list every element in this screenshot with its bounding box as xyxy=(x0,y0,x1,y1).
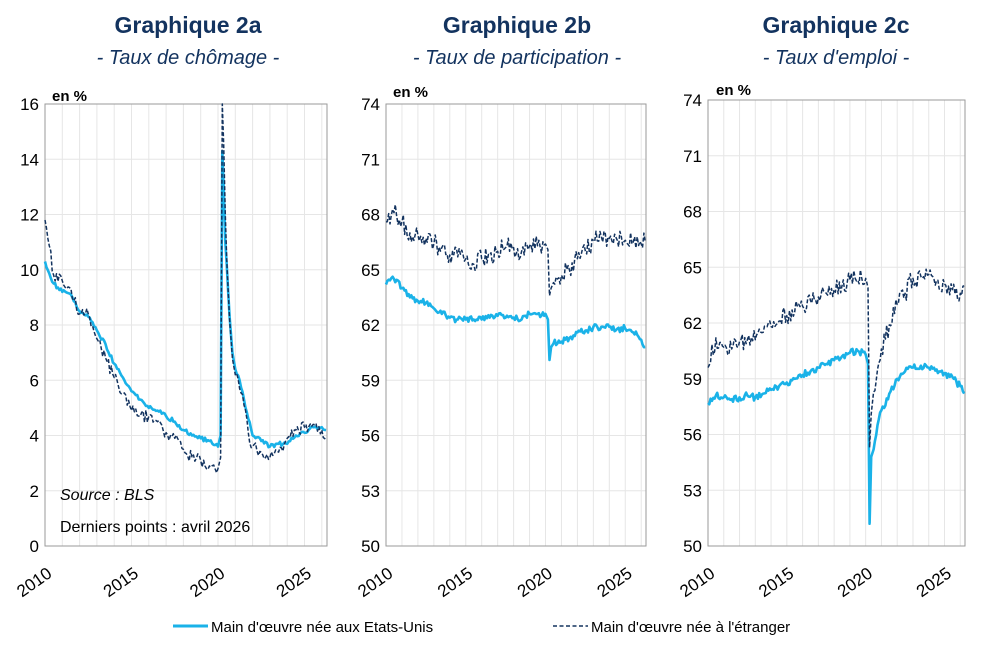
chart-title: Graphique 2b xyxy=(443,12,591,38)
x-tick-label: 2025 xyxy=(913,564,955,601)
y-tick-label: 50 xyxy=(683,537,702,556)
y-tick-label: 74 xyxy=(683,91,702,110)
y-tick-label: 71 xyxy=(361,150,380,169)
legend-label-foreign-born: Main d'œuvre née à l'étranger xyxy=(591,619,790,636)
y-tick-label: 10 xyxy=(20,261,39,280)
source-annotation: Source : BLS xyxy=(60,487,155,504)
y-tick-label: 56 xyxy=(683,426,702,445)
chart-subtitle: - Taux de chômage - xyxy=(97,47,280,69)
plot-frame xyxy=(385,103,647,547)
y-tick-label: 59 xyxy=(361,371,380,390)
x-tick-label: 2020 xyxy=(834,564,876,601)
chart-title: Graphique 2c xyxy=(763,12,910,38)
y-tick-label: 68 xyxy=(683,203,702,222)
grid xyxy=(44,103,327,547)
x-tick-label: 2010 xyxy=(13,564,55,601)
x-tick-label: 2025 xyxy=(273,564,315,601)
tick-labels: 0 2 4 6 8 10 12 14 16 2010 2015 2020 2025 xyxy=(13,95,314,601)
series-lines xyxy=(707,268,966,525)
unit-label: en % xyxy=(393,84,428,101)
y-tick-label: 74 xyxy=(361,95,380,114)
grid xyxy=(707,99,965,547)
x-tick-label: 2015 xyxy=(755,564,797,601)
panel-employment: Graphique 2c - Taux d'emploi - en % 50 53… xyxy=(676,12,966,601)
chart-subtitle: - Taux de participation - xyxy=(413,47,622,69)
unit-label: en % xyxy=(52,88,87,105)
series-line-us-born xyxy=(384,275,646,362)
y-tick-label: 53 xyxy=(361,482,380,501)
x-tick-label: 2010 xyxy=(676,564,718,601)
y-tick-label: 50 xyxy=(361,537,380,556)
x-tick-label: 2020 xyxy=(186,564,228,601)
y-tick-label: 6 xyxy=(30,371,39,390)
y-tick-label: 4 xyxy=(30,427,39,446)
x-tick-label: 2015 xyxy=(100,564,142,601)
panel-participation: Graphique 2b - Taux de participation - e… xyxy=(354,12,647,601)
chart-title: Graphique 2a xyxy=(115,12,262,38)
y-tick-label: 59 xyxy=(683,370,702,389)
y-tick-label: 71 xyxy=(683,147,702,166)
legend-label-us-born: Main d'œuvre née aux Etats-Unis xyxy=(211,619,433,636)
x-tick-label: 2020 xyxy=(514,564,556,601)
x-tick-label: 2010 xyxy=(354,564,396,601)
y-tick-label: 12 xyxy=(20,206,39,225)
y-tick-label: 56 xyxy=(361,427,380,446)
y-tick-label: 62 xyxy=(361,316,380,335)
chart-subtitle: - Taux d'emploi - xyxy=(763,47,910,69)
y-tick-label: 2 xyxy=(30,482,39,501)
legend: Main d'œuvre née aux Etats-Unis Main d'œ… xyxy=(173,619,790,636)
series-line-us-born xyxy=(43,149,327,449)
y-tick-label: 8 xyxy=(30,316,39,335)
plot-frame xyxy=(707,99,966,547)
y-tick-label: 68 xyxy=(361,206,380,225)
series-lines xyxy=(43,103,327,474)
y-tick-label: 0 xyxy=(30,537,39,556)
series-line-foreign-born xyxy=(707,268,965,449)
plot-frame xyxy=(44,103,328,547)
x-tick-label: 2015 xyxy=(434,564,476,601)
y-tick-label: 65 xyxy=(361,261,380,280)
last-point-annotation: Derniers points : avril 2026 xyxy=(60,519,250,536)
series-line-us-born xyxy=(707,347,966,525)
series-lines xyxy=(384,203,646,362)
y-tick-label: 16 xyxy=(20,95,39,114)
y-tick-label: 65 xyxy=(683,258,702,277)
grid xyxy=(385,103,646,547)
unit-label: en % xyxy=(716,82,751,99)
series-line-foreign-born xyxy=(44,103,327,474)
panel-unemployment: Graphique 2a - Taux de chômage - en % So… xyxy=(13,12,328,601)
y-tick-label: 62 xyxy=(683,314,702,333)
y-tick-label: 14 xyxy=(20,150,39,169)
series-line-foreign-born xyxy=(385,203,646,297)
y-tick-label: 53 xyxy=(683,481,702,500)
x-tick-label: 2025 xyxy=(594,564,636,601)
